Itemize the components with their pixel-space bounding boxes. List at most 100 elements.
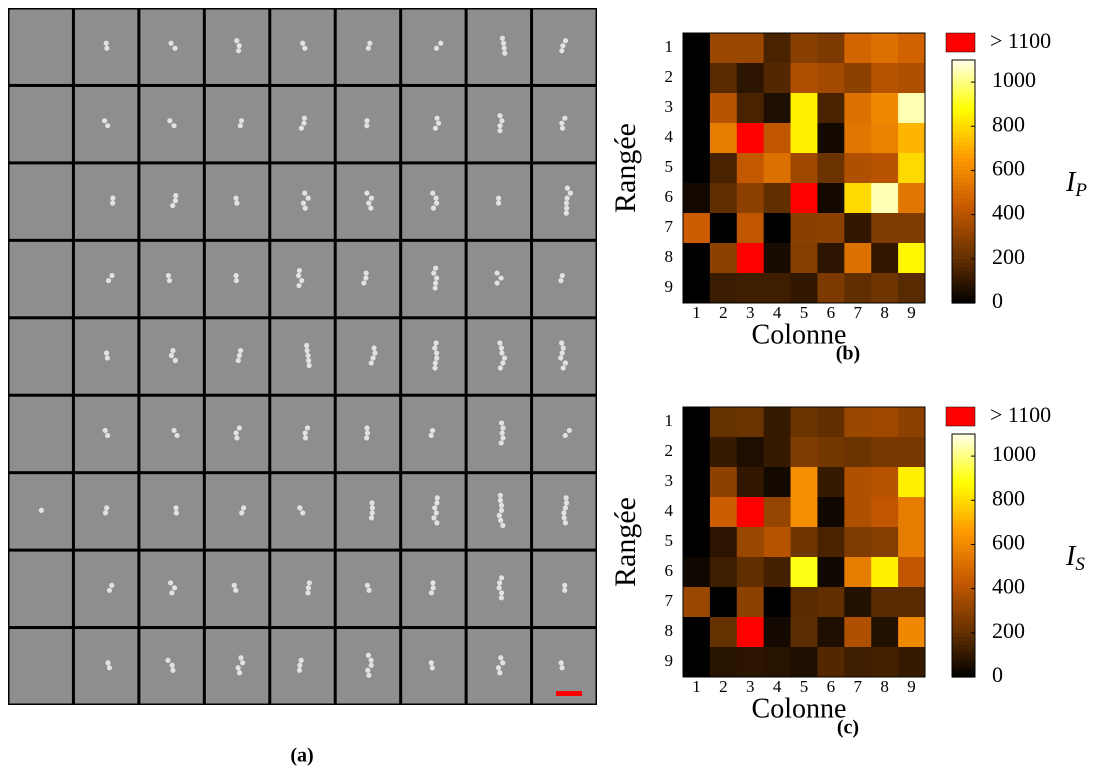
colorbar-label-subscript: P (1074, 180, 1087, 201)
colorbar-segment (952, 76, 975, 81)
particle (305, 590, 311, 596)
colorbar-segment (952, 434, 975, 439)
colorbar-segment (952, 68, 975, 73)
colorbar-segment (952, 270, 975, 276)
image-tile (140, 86, 203, 162)
heatmap-cell (790, 437, 818, 468)
colorbar-segment (952, 290, 975, 296)
heatmap-cell (683, 153, 711, 184)
particle (301, 120, 307, 126)
image-tile (402, 474, 465, 549)
colorbar-segment (952, 478, 975, 484)
heatmap-cell (736, 93, 765, 124)
heatmap-cell (790, 527, 818, 558)
particle (238, 655, 244, 661)
colorbar-segment (952, 84, 975, 89)
particle (174, 432, 180, 439)
colorbar-segment (952, 217, 975, 223)
particle (498, 507, 505, 513)
colorbar-segment (952, 547, 975, 553)
particle (429, 665, 435, 671)
heatmap-cell (844, 123, 872, 154)
particle (170, 667, 176, 673)
heatmap-cell (790, 407, 818, 438)
heatmap-cell (871, 153, 899, 184)
heatmap-cell (683, 617, 711, 648)
particle (433, 195, 439, 201)
particle (241, 505, 247, 511)
colorbar-segment (952, 543, 975, 548)
image-tile (402, 9, 465, 84)
heatmap-cell (844, 557, 872, 588)
y-tick-label: 5 (665, 157, 674, 176)
particle (169, 590, 175, 596)
image-tile (467, 396, 531, 472)
heatmap-cell (790, 123, 818, 154)
particle (558, 660, 564, 666)
colorbar-segment (952, 100, 975, 106)
particle (563, 500, 570, 506)
particle (560, 345, 566, 351)
image-tile (9, 9, 72, 84)
colorbar-segment (952, 254, 975, 260)
particle (173, 505, 179, 511)
particle (298, 125, 304, 131)
particle (231, 582, 237, 588)
particle (369, 505, 376, 511)
image-tile (402, 164, 465, 239)
particle (561, 510, 567, 516)
heatmap-cell (683, 123, 711, 154)
colorbar-tick-label: 0 (992, 288, 1003, 313)
heatmap-cell (763, 243, 792, 274)
particle (237, 123, 243, 129)
heatmap-cell (844, 63, 872, 94)
colorbar-segment (952, 644, 975, 650)
heatmap-cell (709, 527, 738, 558)
colorbar-segment (952, 165, 975, 170)
heatmap-cell (871, 407, 899, 438)
colorbar-segment (952, 571, 975, 577)
particle (105, 277, 112, 284)
colorbar-segment (952, 664, 975, 670)
colorbar-segment (952, 551, 975, 557)
colorbar-segment (952, 128, 975, 134)
particle (103, 40, 109, 46)
colorbar-segment (952, 189, 975, 195)
colorbar-segment (952, 442, 975, 447)
heatmap-cell (763, 33, 792, 64)
colorbar-segment (952, 527, 975, 532)
x-tick-label: 1 (692, 677, 701, 696)
heatmap-cell (844, 467, 872, 498)
heatmap-cell (709, 243, 738, 274)
colorbar-segment (952, 161, 975, 166)
particle (173, 510, 179, 516)
y-axis-label: Rangée (609, 123, 642, 213)
particle (434, 355, 440, 361)
particle (434, 500, 440, 506)
colorbar-segment (952, 612, 975, 617)
particle (165, 272, 172, 279)
particle (366, 672, 372, 678)
particle (498, 517, 504, 523)
colorbar-segment (952, 294, 975, 300)
plot-frame (682, 32, 926, 304)
particle (430, 580, 436, 586)
colorbar-segment (952, 173, 975, 179)
colorbar-segment (952, 604, 975, 609)
colorbar-segment (952, 112, 975, 118)
particle (369, 500, 375, 506)
heatmap-cell (844, 527, 872, 558)
heatmap-cell (763, 557, 792, 588)
particle (567, 190, 573, 196)
particle (298, 657, 304, 663)
particle (302, 205, 308, 211)
heatmap-cell (709, 63, 738, 94)
particle (564, 205, 570, 211)
colorbar-segment (952, 286, 975, 292)
particle (562, 115, 568, 121)
particle (364, 430, 371, 436)
particle (300, 510, 306, 516)
particle (296, 282, 302, 289)
heatmap-cell (790, 243, 818, 274)
colorbar-segment (952, 535, 975, 540)
